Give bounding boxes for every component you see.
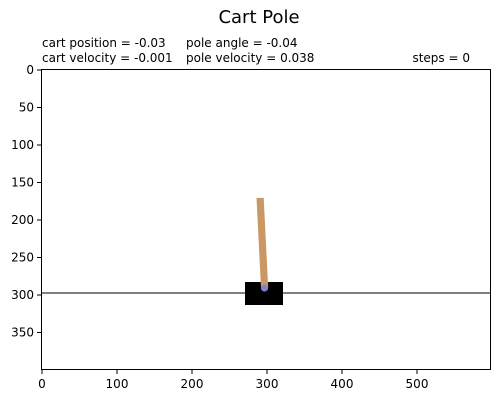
- y-axis: 0 50 100 150 200 250 300 350: [11, 63, 41, 340]
- cart-velocity-text: cart velocity = -0.001: [42, 51, 173, 65]
- y-tick-label: 150: [11, 176, 34, 190]
- x-tick-label: 100: [106, 377, 129, 391]
- x-tick-label: 500: [406, 377, 429, 391]
- x-tick-label: 0: [38, 377, 46, 391]
- plot-area: [41, 69, 491, 370]
- pole: [256, 197, 269, 289]
- figure-title: Cart Pole: [218, 7, 299, 28]
- y-tick-label: 50: [19, 101, 34, 115]
- y-tick-label: 250: [11, 251, 34, 265]
- x-tick-label: 200: [181, 377, 204, 391]
- pole-angle-text: pole angle = -0.04: [186, 36, 298, 50]
- game-canvas: [41, 69, 491, 370]
- plot-frame: [41, 69, 491, 370]
- state-readout: cart position = -0.03 pole angle = -0.04…: [42, 36, 470, 65]
- x-tick-label: 300: [256, 377, 279, 391]
- cart: [245, 282, 283, 305]
- axle: [260, 284, 269, 292]
- steps-text: steps = 0: [412, 51, 470, 65]
- x-axis: 0 100 200 300 400 500: [38, 370, 428, 391]
- y-tick-label: 100: [11, 138, 34, 152]
- y-tick-label: 0: [26, 63, 34, 77]
- y-tick-label: 300: [11, 288, 34, 302]
- x-tick-label: 400: [331, 377, 354, 391]
- cart-position-text: cart position = -0.03: [42, 36, 166, 50]
- y-tick-label: 350: [11, 326, 34, 340]
- pole-velocity-text: pole velocity = 0.038: [186, 51, 314, 65]
- y-tick-label: 200: [11, 213, 34, 227]
